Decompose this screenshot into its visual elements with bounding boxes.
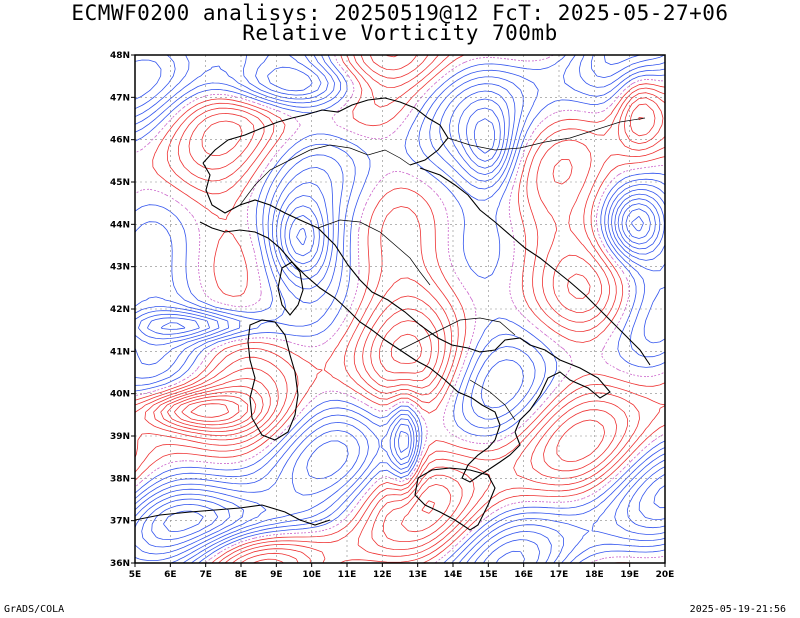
- lat-tick-label: 39N: [110, 432, 130, 442]
- lon-tick-label: 19E: [620, 570, 639, 580]
- regions-central: [317, 219, 431, 286]
- negative-vorticity-contour: [135, 55, 665, 563]
- map-title: ECMWF0200 analisys: 20250519@12 FcT: 202…: [71, 1, 729, 25]
- lon-tick-label: 17E: [550, 570, 569, 580]
- lat-tick-label: 43N: [110, 263, 130, 273]
- positive-vorticity-contour: [181, 399, 240, 422]
- lon-tick-label: 15E: [479, 570, 498, 580]
- zero-contour: [135, 55, 665, 563]
- sicily: [414, 467, 496, 531]
- lat-tick-label: 47N: [110, 93, 130, 103]
- negative-vorticity-contour: [135, 55, 665, 563]
- adriatic-east-coast: [419, 167, 651, 366]
- lon-tick-label: 7E: [199, 570, 211, 580]
- lat-tick-label: 40N: [110, 390, 130, 400]
- lat-tick-label: 42N: [110, 305, 130, 315]
- negative-vorticity-contour: [135, 59, 665, 563]
- lon-tick-label: 11E: [338, 570, 357, 580]
- lat-tick-label: 38N: [110, 474, 130, 484]
- lon-tick-label: 14E: [444, 570, 463, 580]
- lon-tick-label: 18E: [585, 570, 604, 580]
- lon-tick-label: 8E: [235, 570, 247, 580]
- lat-lon-grid: [135, 55, 665, 563]
- footer-credit: GrADS/COLA: [4, 604, 65, 615]
- negative-vorticity-contour: [135, 55, 665, 563]
- lon-tick-label: 5E: [129, 570, 141, 580]
- alps-border: [202, 97, 449, 166]
- regions-south: [399, 317, 516, 351]
- lat-tick-label: 41N: [110, 347, 130, 357]
- negative-vorticity-contour: [141, 107, 665, 563]
- positive-vorticity-contour: [167, 333, 435, 514]
- lat-tick-label: 45N: [110, 178, 130, 188]
- lon-tick-label: 16E: [514, 570, 533, 580]
- lon-tick-label: 12E: [373, 570, 392, 580]
- lat-tick-label: 48N: [110, 51, 130, 61]
- lat-tick-label: 36N: [110, 559, 130, 569]
- positive-vorticity-contour: [190, 403, 230, 418]
- lat-tick-label: 44N: [110, 220, 130, 230]
- lon-tick-label: 6E: [164, 570, 176, 580]
- axis-ticks: 5E 6E 7E 8E 9E 10E 11E 12E 13E 14E 15E 16E 17E 18E 19E…: [110, 51, 674, 580]
- corsica: [277, 261, 304, 316]
- lat-tick-label: 37N: [110, 517, 130, 527]
- lon-tick-label: 20E: [656, 570, 675, 580]
- sardinia: [247, 319, 299, 441]
- footer-timestamp: 2025-05-19-21:56: [689, 604, 786, 615]
- negative-vorticity-contour: [135, 55, 665, 563]
- italy-coast: [199, 162, 611, 483]
- map-subtitle: Relative Vorticity 700mb: [242, 21, 558, 45]
- negative-vorticity-contour: [163, 215, 644, 532]
- lon-tick-label: 13E: [408, 570, 427, 580]
- coastlines: [135, 97, 651, 531]
- north-africa-coast: [135, 504, 331, 526]
- positive-vorticity-contour: [173, 395, 249, 426]
- lon-tick-label: 10E: [302, 570, 321, 580]
- lat-tick-label: 46N: [110, 136, 130, 146]
- negative-vorticity-contour: [151, 118, 651, 540]
- regions-calabria: [469, 379, 516, 421]
- balkans-border: [447, 117, 646, 151]
- negative-vorticity-contour: [135, 55, 665, 563]
- positive-vorticity-contour: [135, 55, 665, 563]
- contour-field: [135, 55, 665, 563]
- regions-north: [239, 144, 411, 206]
- lon-tick-label: 9E: [270, 570, 282, 580]
